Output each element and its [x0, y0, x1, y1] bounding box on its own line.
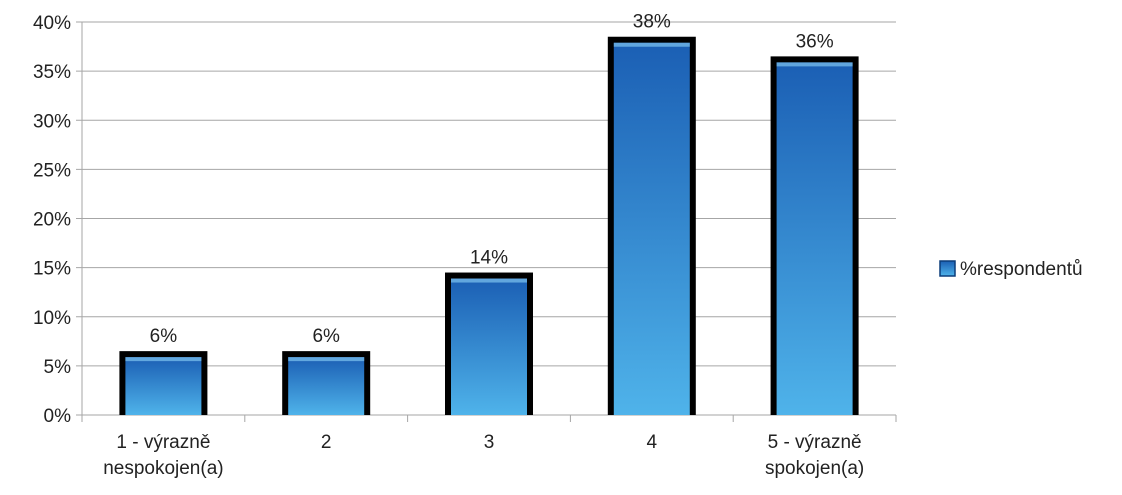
legend: %respondentů — [939, 259, 1083, 280]
category-label: 1 - výrazně — [116, 432, 210, 453]
bar — [776, 62, 853, 415]
y-tick-label: 25% — [33, 160, 71, 181]
bar-highlight — [451, 278, 527, 283]
axes — [76, 21, 897, 422]
y-tick-label: 20% — [33, 210, 71, 231]
data-label: 14% — [470, 248, 508, 269]
bar — [125, 357, 202, 415]
bar-highlight — [125, 357, 202, 362]
gridlines — [82, 21, 896, 367]
data-label: 6% — [150, 326, 178, 347]
category-label: spokojen(a) — [765, 458, 864, 479]
data-label: 38% — [633, 12, 671, 33]
y-tick-label: 10% — [33, 308, 71, 329]
category-label: 3 — [484, 432, 495, 453]
legend-swatch — [939, 260, 956, 277]
bar — [288, 357, 365, 415]
bars — [119, 36, 859, 416]
y-tick-label: 40% — [33, 13, 71, 34]
data-label: 36% — [796, 31, 834, 52]
bar — [451, 278, 527, 415]
category-label: 4 — [647, 432, 658, 453]
bar — [613, 42, 690, 416]
bar-highlight — [288, 357, 365, 362]
legend-label: %respondentů — [960, 259, 1083, 280]
y-tick-label: 30% — [33, 111, 71, 132]
data-label: 6% — [312, 326, 340, 347]
category-label: 2 — [321, 432, 332, 453]
category-label: 5 - výrazně — [768, 432, 862, 453]
y-tick-label: 0% — [44, 406, 72, 427]
y-tick-label: 5% — [44, 357, 72, 378]
y-tick-label: 15% — [33, 259, 71, 280]
bar-highlight — [613, 42, 690, 47]
labels: 0% 5% 10% 15% 20% 25% 30% 35% 40% 6% 1 - výrazně ne… — [33, 12, 864, 479]
y-tick-label: 35% — [33, 62, 71, 83]
bar-highlight — [776, 62, 853, 67]
category-label: nespokojen(a) — [103, 458, 223, 479]
